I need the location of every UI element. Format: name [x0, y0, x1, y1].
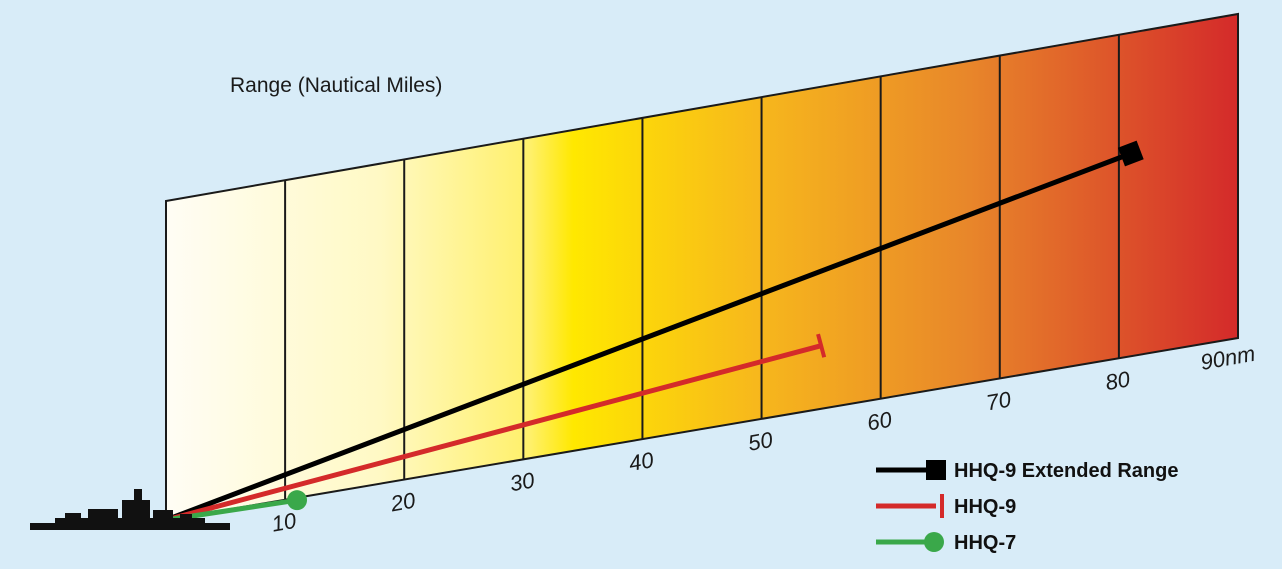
series-end-marker: [816, 333, 827, 358]
tick-label: 10: [270, 508, 299, 537]
legend-swatch-marker: [924, 532, 944, 552]
legend: HHQ-9 Extended Range HHQ-9 HHQ-7: [876, 460, 1178, 554]
tick-label: 50: [746, 427, 775, 456]
series-end-marker: [287, 490, 308, 511]
tick-label: 90nm: [1199, 341, 1258, 375]
legend-label: HHQ-9: [954, 496, 1016, 518]
series-line: [165, 151, 1132, 523]
tick-label: 30: [508, 467, 537, 496]
chart-title: Range (Nautical Miles): [230, 74, 442, 97]
range-gridlines: [284, 34, 1120, 500]
tick-label: 80: [1103, 366, 1132, 395]
tick-label: 40: [627, 447, 656, 476]
tick-label: 70: [984, 386, 1013, 415]
range-series: [165, 140, 1144, 523]
series-line: [165, 343, 822, 523]
tick-label: 60: [865, 407, 894, 436]
legend-label: HHQ-9 Extended Range: [954, 460, 1178, 482]
legend-label: HHQ-7: [954, 532, 1016, 554]
series-end-marker: [1117, 140, 1144, 167]
legend-swatch-marker: [926, 460, 946, 480]
tick-label: 20: [388, 487, 418, 516]
ship-icon: [30, 489, 230, 530]
range-tick-labels: 10 20 30 40 50 60 70 80 90nm: [270, 341, 1257, 537]
